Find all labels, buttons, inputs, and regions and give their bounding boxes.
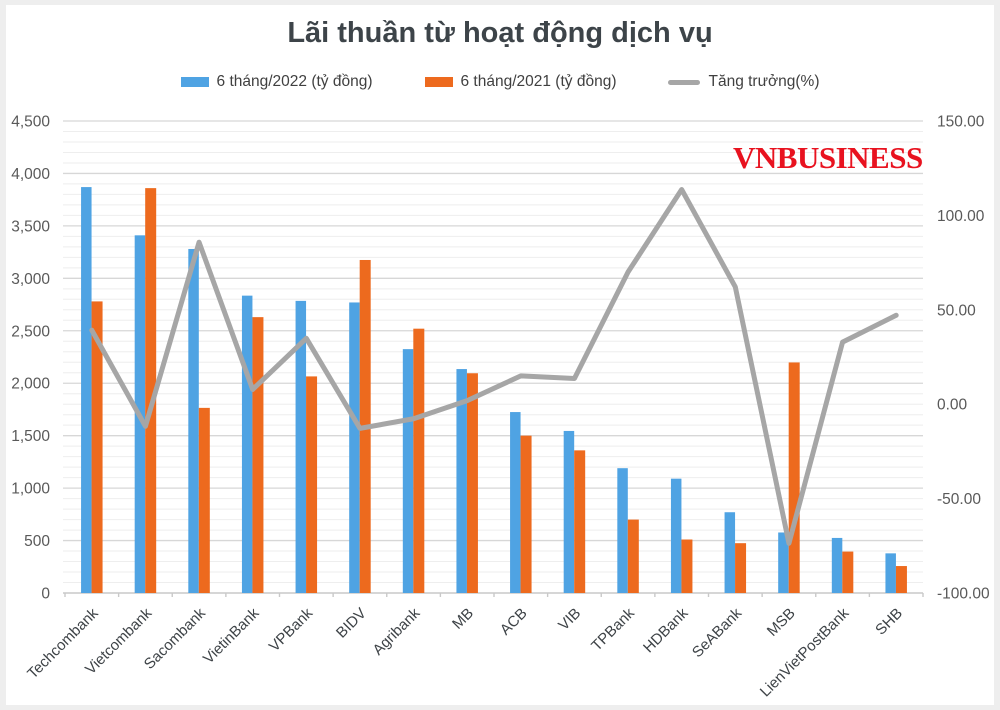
x-label-BIDV: BIDV (333, 605, 370, 642)
left-tick-4,500: 4,500 (11, 114, 50, 131)
bar-2022-ACB (510, 412, 521, 593)
legend-label-2022: 6 tháng/2022 (tỷ đồng) (216, 73, 373, 90)
left-tick-3,000: 3,000 (11, 271, 50, 288)
legend-item-growth: Tăng trưởng(%) (668, 73, 819, 91)
legend-swatch-2022-bar (180, 77, 209, 87)
bar-2021-SeABank (735, 543, 747, 593)
bar-2021-VIB (574, 450, 586, 593)
y-axis-labels-left: 0 500 1,000 1,500 2,000 2,500 3,000 3,500 4,000 4… (11, 114, 50, 603)
right-tick-50.00: 50.00 (937, 302, 976, 319)
legend-label-2021: 6 tháng/2021 (tỷ đồng) (460, 73, 617, 90)
bar-2021-Vietcombank (145, 188, 157, 593)
x-label-Agribank: Agribank (370, 604, 424, 658)
bar-2022-SHB (885, 553, 896, 593)
bar-2021-Sacombank (198, 407, 210, 593)
left-tick-2,500: 2,500 (11, 323, 50, 340)
x-label-VIB: VIB (555, 605, 584, 634)
combo-chart: 0 500 1,000 1,500 2,000 2,500 3,000 3,500 4,000 4… (11, 114, 990, 701)
legend-item-2022: 6 tháng/2022 (tỷ đồng) (180, 73, 373, 91)
x-label-ACB: ACB (497, 605, 531, 639)
left-tick-3,500: 3,500 (11, 218, 50, 235)
bar-2021-VietinBank (252, 317, 264, 593)
x-label-VietinBank: VietinBank (200, 604, 263, 667)
bar-2021-ACB (520, 435, 532, 593)
legend: 6 tháng/2022 (tỷ đồng) 6 tháng/2021 (tỷ … (6, 73, 994, 91)
bar-2021-MSB (788, 362, 800, 593)
vnbusiness-watermark: VNBUSINESS (733, 140, 923, 175)
bar-2022-VIB (563, 430, 575, 593)
left-tick-4,000: 4,000 (11, 166, 50, 183)
bar-2022-Techcombank (81, 187, 92, 593)
right-tick-100.00: 100.00 (937, 208, 985, 225)
bar-2022-HDBank (670, 478, 682, 593)
left-tick-1,500: 1,500 (11, 428, 50, 445)
right-tick--100.00: -100.00 (937, 586, 990, 603)
x-axis-labels: TechcombankVietcombankSacombankVietinBan… (24, 604, 906, 700)
x-label-SHB: SHB (872, 605, 906, 639)
x-label-TPBank: TPBank (588, 604, 638, 654)
bar-2022-VPBank (295, 300, 307, 593)
bar-2021-TPBank (627, 519, 639, 593)
bar-2022-Sacombank (188, 248, 199, 593)
legend-item-2021: 6 tháng/2021 (tỷ đồng) (424, 73, 617, 91)
bar-2022-TPBank (617, 468, 628, 593)
chart-title: Lãi thuần từ hoạt động dịch vụ (287, 17, 713, 49)
right-tick-150.00: 150.00 (937, 114, 985, 131)
x-label-MSB: MSB (764, 605, 799, 640)
bar-2021-HDBank (681, 539, 693, 593)
right-tick--50.00: -50.00 (937, 491, 981, 508)
bar-2022-VietinBank (241, 295, 253, 593)
x-label-VPBank: VPBank (266, 604, 317, 655)
bar-2022-Agribank (402, 349, 414, 593)
chart-card: Lãi thuần từ hoạt động dịch vụ 6 tháng/2… (6, 5, 994, 705)
bar-2021-Agribank (413, 328, 425, 593)
left-tick-0: 0 (41, 586, 50, 603)
left-tick-2,000: 2,000 (11, 376, 50, 393)
legend-swatch-growth-line (668, 79, 701, 85)
bar-2021-Techcombank (91, 301, 103, 593)
bar-2021-MB (466, 373, 478, 593)
right-tick-0.00: 0.00 (937, 397, 968, 414)
x-label-HDBank: HDBank (640, 604, 692, 656)
bar-2021-LienVietPostBank (842, 551, 854, 593)
x-axis (63, 592, 924, 597)
x-label-SeABank: SeABank (689, 604, 746, 661)
growth-line (89, 187, 899, 546)
bar-2022-LienVietPostBank (831, 537, 843, 593)
y-axis-labels-right: -100.00 -50.00 0.00 50.00 100.00 150.00 (937, 114, 990, 603)
x-label-LienVietPostBank: LienVietPostBank (757, 604, 853, 700)
bar-2022-MSB (778, 532, 789, 593)
left-tick-1,000: 1,000 (11, 481, 50, 498)
bar-2022-MB (456, 369, 467, 593)
legend-swatch-2021-bar (424, 77, 453, 87)
x-label-MB: MB (449, 605, 477, 633)
legend-label-growth: Tăng trưởng(%) (708, 73, 820, 90)
bar-2022-SeABank (724, 512, 736, 593)
bar-2021-SHB (895, 566, 907, 593)
left-tick-500: 500 (24, 533, 50, 550)
bar-2022-BIDV (349, 302, 360, 593)
bar-2021-VPBank (306, 376, 318, 593)
